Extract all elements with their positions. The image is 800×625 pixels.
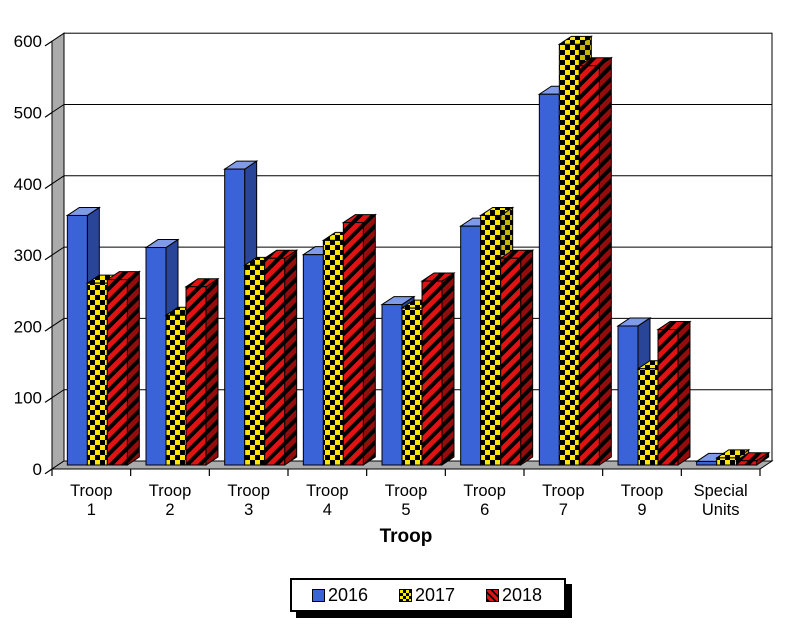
y-tick — [44, 183, 53, 189]
y-axis-label: 0 — [33, 460, 42, 479]
bar-front-face — [106, 279, 128, 466]
bar-side-face — [126, 270, 140, 466]
bar-front-face — [381, 304, 403, 466]
y-axis-label: 500 — [14, 104, 42, 123]
gridline — [51, 175, 772, 185]
y-axis-label: 300 — [14, 246, 42, 265]
legend-label-2016: 2016 — [328, 584, 369, 605]
bar-2018-troop-5 — [420, 272, 456, 466]
legend-box: 2016 2017 2018 — [290, 578, 566, 612]
bar-side-face — [677, 320, 691, 466]
x-axis-label: Special Units — [694, 482, 748, 519]
bar-2018-special-units — [735, 451, 771, 466]
bar-front-face — [145, 247, 167, 466]
bar-front-face — [657, 329, 679, 466]
gridline — [51, 246, 772, 256]
bar-front-face — [558, 43, 580, 466]
legend-item-2016: 2016 — [312, 585, 368, 606]
y-tick — [44, 112, 53, 118]
x-axis-label: Troop 1 — [70, 482, 113, 519]
legend-label-2017: 2017 — [414, 584, 456, 605]
bar-front-face — [185, 286, 207, 466]
bar-front-face — [578, 65, 600, 466]
bar-side-face — [205, 277, 219, 466]
bar-front-face — [86, 282, 108, 466]
bar-front-face — [165, 314, 187, 466]
gridline — [51, 389, 772, 399]
bar-2018-troop-1 — [105, 270, 141, 466]
bar-front-face — [480, 214, 502, 466]
legend-swatch-2018-icon — [485, 588, 499, 602]
legend-swatch-2016-icon — [312, 588, 325, 602]
x-axis-label: Troop 5 — [385, 482, 428, 519]
legend-label-2018: 2018 — [501, 584, 542, 605]
y-axis-label: 400 — [14, 175, 42, 194]
bar-2018-troop-2 — [184, 277, 220, 466]
bar-front-face — [342, 222, 364, 466]
bar-side-face — [284, 249, 298, 466]
bar-front-face — [66, 214, 88, 466]
bar-front-face — [538, 93, 560, 466]
legend-item-2017: 2017 — [398, 584, 456, 606]
bar-2018-troop-6 — [499, 249, 535, 466]
bar-front-face — [401, 307, 423, 466]
y-axis-label: 200 — [14, 317, 42, 336]
x-axis-label: Troop 6 — [463, 482, 506, 519]
gridline — [51, 317, 772, 327]
bar-front-face — [696, 460, 718, 466]
legend-swatch-2017-icon — [398, 588, 412, 602]
bar-front-face — [224, 168, 246, 466]
legend-item-2018: 2018 — [485, 584, 542, 606]
bar-side-face — [520, 249, 534, 466]
y-tick — [44, 40, 53, 47]
bar-front-face — [302, 254, 324, 466]
y-axis-label: 600 — [14, 32, 42, 51]
bar-2018-troop-7 — [577, 56, 613, 466]
y-tick — [44, 254, 53, 261]
bar-side-face — [362, 213, 376, 466]
bar-side-face — [441, 272, 455, 466]
x-axis-title: Troop — [379, 526, 433, 547]
x-axis-label: Troop 7 — [542, 482, 585, 519]
bar-front-face — [736, 460, 758, 466]
gridline — [51, 104, 772, 113]
bar-front-face — [716, 457, 738, 466]
bar-2018-troop-9 — [656, 320, 692, 466]
bar-2018-troop-4 — [341, 213, 377, 466]
bar-2018-troop-3 — [263, 249, 299, 466]
y-tick — [44, 468, 53, 475]
bar-front-face — [322, 239, 344, 466]
bar-front-face — [617, 325, 639, 466]
bar-front-face — [244, 264, 266, 466]
x-axis-label: Troop 4 — [306, 482, 349, 519]
x-axis-label: Troop 3 — [227, 482, 270, 519]
y-axis-label: 100 — [14, 389, 42, 408]
y-tick — [44, 397, 53, 403]
bar-side-face — [598, 56, 612, 466]
bar-front-face — [421, 280, 443, 466]
bar-front-face — [460, 225, 482, 466]
x-axis-label: Troop 2 — [149, 482, 192, 519]
bar-front-face — [500, 257, 522, 466]
y-tick — [44, 325, 53, 332]
bar-front-face — [637, 368, 659, 466]
x-axis-label: Troop 9 — [621, 482, 664, 519]
bar-front-face — [264, 257, 286, 466]
